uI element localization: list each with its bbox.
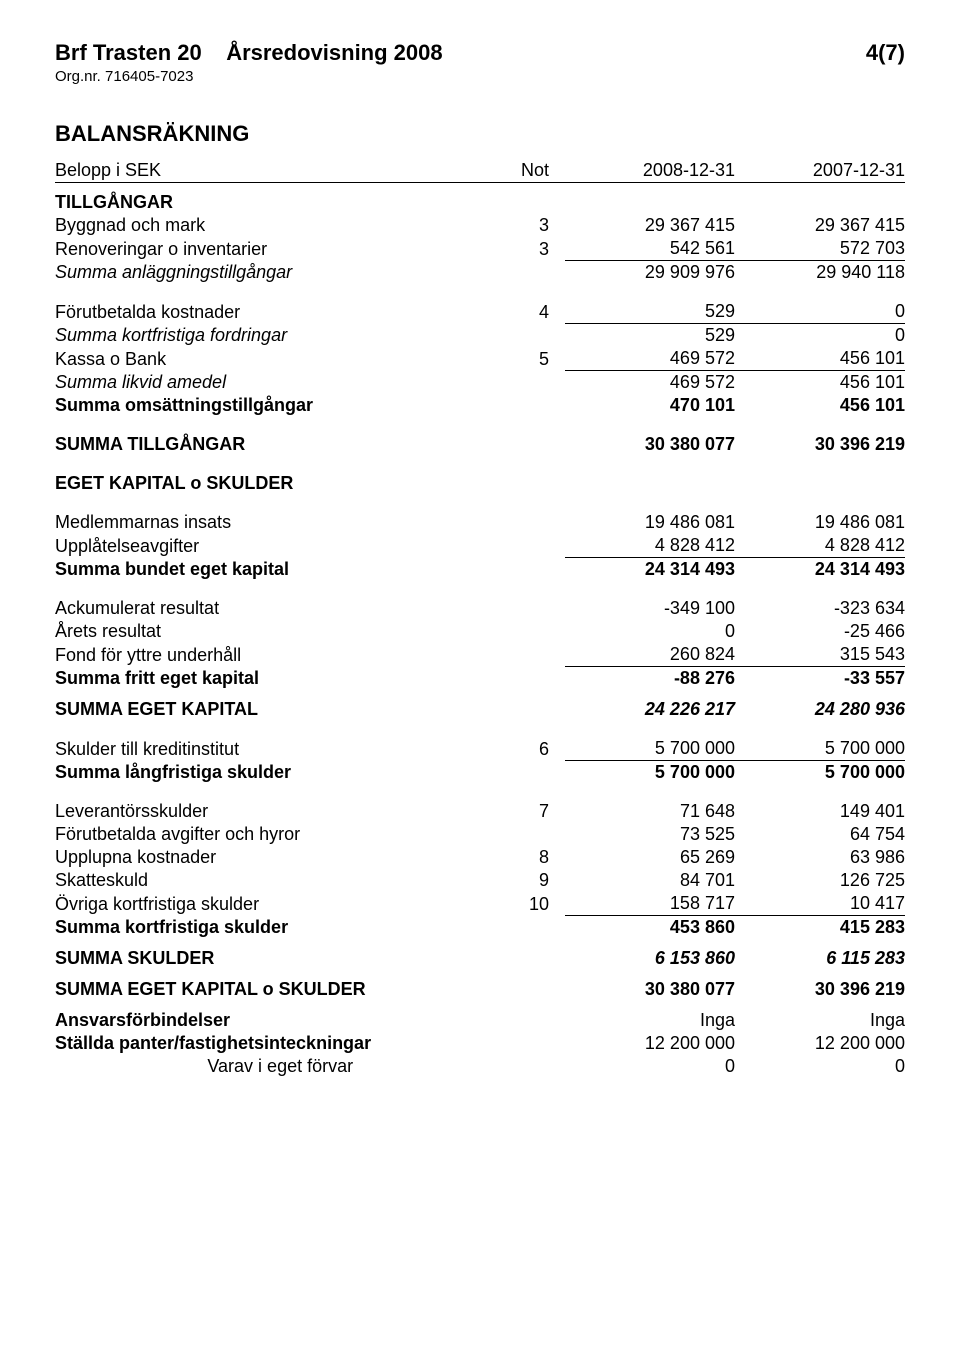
balance-table: Belopp i SEK Not 2008-12-31 2007-12-31 T… xyxy=(55,159,905,1078)
table-row: Årets resultat 0 -25 466 xyxy=(55,620,905,643)
page-number: 4(7) xyxy=(866,40,905,66)
section-tillgangar: TILLGÅNGAR xyxy=(55,191,905,214)
col-year2: 2007-12-31 xyxy=(735,159,905,183)
table-row: Ackumulerat resultat -349 100 -323 634 xyxy=(55,597,905,620)
table-row: Summa omsättningstillgångar 470 101 456 … xyxy=(55,394,905,417)
main-title: BALANSRÄKNING xyxy=(55,121,905,147)
table-row: Renoveringar o inventarier 3 542 561 572… xyxy=(55,237,905,261)
table-row: Leverantörsskulder 7 71 648 149 401 xyxy=(55,800,905,823)
table-row: SUMMA SKULDER 6 153 860 6 115 283 xyxy=(55,947,905,970)
table-row: Summa kortfristiga fordringar 529 0 xyxy=(55,324,905,348)
table-row: Varav i eget förvar 0 0 xyxy=(55,1055,905,1078)
table-row: Upplupna kostnader 8 65 269 63 986 xyxy=(55,846,905,869)
page-header: Brf Trasten 20 Årsredovisning 2008 4(7) xyxy=(55,40,905,66)
table-row: Förutbetalda kostnader 4 529 0 xyxy=(55,300,905,324)
table-row: Byggnad och mark 3 29 367 415 29 367 415 xyxy=(55,214,905,237)
table-row: Ansvarsförbindelser Inga Inga xyxy=(55,1009,905,1032)
table-row: Upplåtelseavgifter 4 828 412 4 828 412 xyxy=(55,534,905,558)
table-row: Ställda panter/fastighetsinteckningar 12… xyxy=(55,1032,905,1055)
table-row: Skatteskuld 9 84 701 126 725 xyxy=(55,869,905,892)
org-number: Org.nr. 716405-7023 xyxy=(55,68,905,85)
table-row: Summa likvid amedel 469 572 456 101 xyxy=(55,371,905,395)
table-row: Fond för yttre underhåll 260 824 315 543 xyxy=(55,643,905,667)
table-row: Summa bundet eget kapital 24 314 493 24 … xyxy=(55,558,905,582)
table-header-row: Belopp i SEK Not 2008-12-31 2007-12-31 xyxy=(55,159,905,183)
table-row: SUMMA TILLGÅNGAR 30 380 077 30 396 219 xyxy=(55,433,905,456)
org-name: Brf Trasten 20 xyxy=(55,40,202,65)
col-not: Not xyxy=(506,159,566,183)
table-row: SUMMA EGET KAPITAL o SKULDER 30 380 077 … xyxy=(55,978,905,1001)
table-row: Medlemmarnas insats 19 486 081 19 486 08… xyxy=(55,511,905,534)
table-row: Summa kortfristiga skulder 453 860 415 2… xyxy=(55,916,905,940)
section-eget-skulder: EGET KAPITAL o SKULDER xyxy=(55,472,905,495)
table-row: Summa långfristiga skulder 5 700 000 5 7… xyxy=(55,761,905,785)
table-row: Summa fritt eget kapital -88 276 -33 557 xyxy=(55,667,905,691)
table-row: Summa anläggningstillgångar 29 909 976 2… xyxy=(55,261,905,285)
table-row: Förutbetalda avgifter och hyror 73 525 6… xyxy=(55,823,905,846)
doc-title: Årsredovisning 2008 xyxy=(226,40,442,65)
table-row: Övriga kortfristiga skulder 10 158 717 1… xyxy=(55,892,905,916)
table-row: SUMMA EGET KAPITAL 24 226 217 24 280 936 xyxy=(55,698,905,721)
table-row: Skulder till kreditinstitut 6 5 700 000 … xyxy=(55,737,905,761)
col-year1: 2008-12-31 xyxy=(565,159,735,183)
col-belopp: Belopp i SEK xyxy=(55,159,506,183)
table-row: Kassa o Bank 5 469 572 456 101 xyxy=(55,347,905,371)
